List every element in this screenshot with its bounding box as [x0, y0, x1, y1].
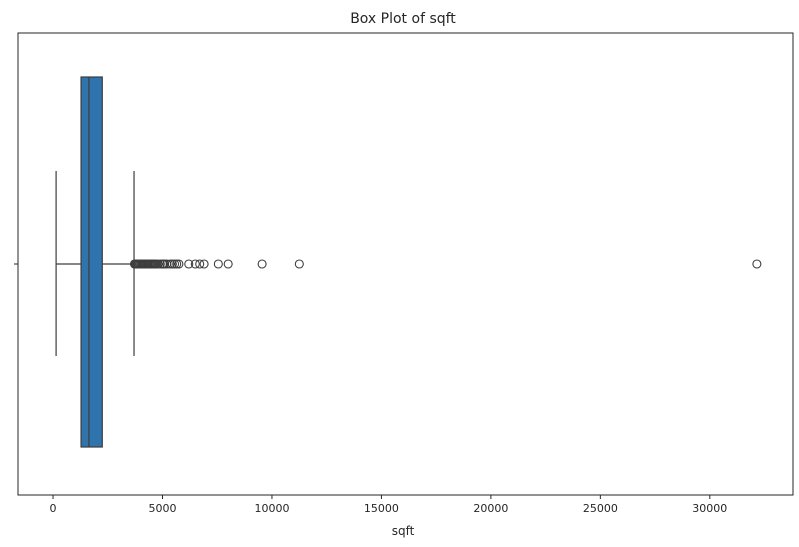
outlier-point [172, 259, 182, 269]
outlier-point [165, 259, 175, 269]
outlier-point [195, 259, 205, 269]
outlier-point [153, 259, 163, 269]
outlier-point [223, 259, 233, 269]
outlier-point [169, 259, 180, 269]
outlier-point [199, 259, 209, 269]
x-tick-label: 0 [50, 502, 57, 515]
x-tick-label: 25000 [583, 502, 618, 515]
outlier-point [257, 259, 267, 269]
x-tick-label: 20000 [473, 502, 508, 515]
box-group [55, 76, 135, 448]
x-tick-label: 5000 [148, 502, 176, 515]
x-axis-ticks: 0 5000 10000 15000 20000 25000 30000 [50, 495, 727, 515]
x-tick-label: 30000 [692, 502, 727, 515]
x-axis-label: sqft [392, 524, 415, 538]
outlier-point [184, 259, 194, 269]
outlier-point [190, 259, 200, 269]
outlier-point [294, 259, 304, 269]
x-tick-label: 15000 [364, 502, 399, 515]
outlier-point [174, 259, 184, 269]
outlier-point [213, 259, 223, 269]
outlier-point [155, 259, 165, 269]
iqr-box [80, 76, 103, 448]
outlier-point [752, 259, 762, 269]
outlier-group [129, 259, 762, 269]
chart-title: Box Plot of sqft [350, 11, 456, 27]
x-tick-label: 10000 [254, 502, 289, 515]
outlier-point [167, 259, 177, 269]
